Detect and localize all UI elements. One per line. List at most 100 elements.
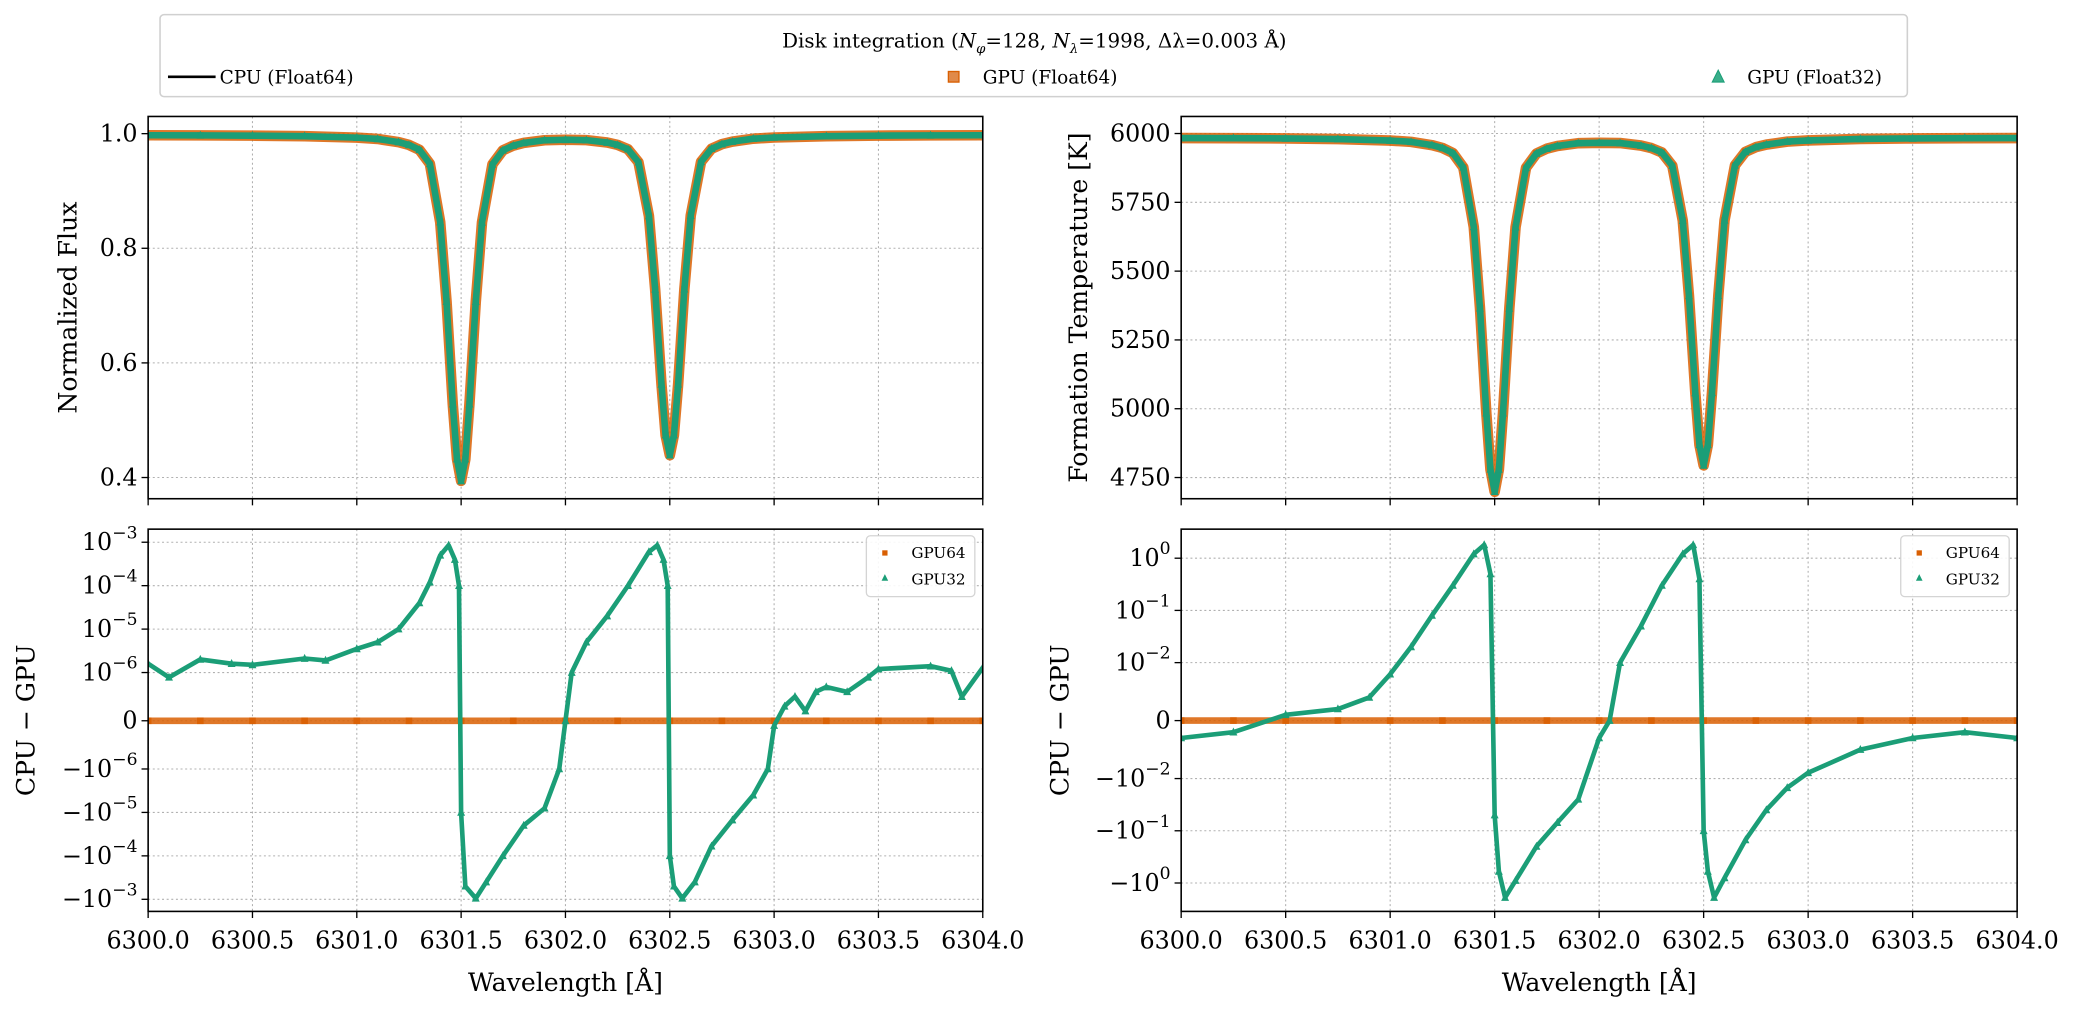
data-point-gpu64 [1386, 717, 1394, 724]
y-tick-label: 6000 [1110, 119, 1171, 147]
data-point-gpu64 [1439, 717, 1446, 724]
panel-legend: GPU64 GPU32 [1900, 535, 2010, 598]
data-point-gpu32 [1486, 569, 1495, 578]
data-point-gpu-float32- [1647, 143, 1656, 152]
x-tick-label: 6300.5 [1244, 926, 1327, 954]
y-tick-label: −10−4 [62, 837, 138, 870]
data-point-gpu32 [663, 581, 672, 589]
y-tick-label: 10−5 [82, 610, 138, 643]
data-point-gpu32 [1605, 715, 1614, 724]
data-point-gpu-float32- [442, 296, 451, 305]
y-axis-label: CPU − GPU [1046, 644, 1075, 796]
data-point-gpu-float32- [488, 159, 497, 168]
data-point-gpu32 [1532, 841, 1541, 850]
data-point-gpu32 [644, 547, 653, 556]
data-point-gpu32 [561, 716, 570, 725]
data-point-gpu-float32- [1229, 133, 1238, 142]
data-point-gpu32 [555, 764, 564, 773]
data-point-gpu32 [248, 660, 257, 669]
y-tick-label: 1.0 [100, 120, 138, 148]
data-point-gpu-float32- [561, 135, 570, 144]
data-point-gpu-float32- [1494, 464, 1503, 473]
data-point-gpu-float32- [196, 130, 205, 139]
data-point-gpu-float32- [2013, 133, 2018, 142]
legend-triangle-icon [881, 574, 889, 581]
data-point-gpu64 [614, 717, 621, 725]
data-point-gpu64 [1334, 717, 1342, 724]
x-tick-label: 6302.5 [628, 926, 711, 954]
data-point-gpu-float32- [1691, 388, 1700, 397]
plot-area [1181, 540, 2018, 901]
x-tick-label: 6302.0 [1558, 926, 1641, 954]
data-point-gpu-float32- [603, 137, 612, 146]
data-point-gpu-float32- [148, 130, 153, 139]
data-point-gpu-float32- [1459, 162, 1468, 171]
data-point-gpu32 [801, 706, 810, 715]
y-tick-label: 10−4 [82, 567, 138, 600]
data-point-gpu32 [1553, 818, 1562, 826]
data-point-gpu-float32- [1553, 141, 1562, 150]
data-point-gpu32 [1741, 835, 1750, 844]
data-point-gpu64 [1961, 717, 1969, 724]
data-point-gpu32 [1695, 574, 1704, 583]
data-point-gpu-float32- [478, 217, 486, 226]
data-point-gpu-float32- [1741, 147, 1750, 156]
data-point-gpu-float32- [686, 210, 695, 219]
data-point-gpu-float32- [1407, 137, 1416, 146]
data-point-gpu32 [1574, 794, 1583, 803]
data-point-gpu32 [300, 653, 309, 662]
data-point-gpu32 [1407, 642, 1416, 651]
data-point-gpu32 [582, 637, 591, 646]
data-point-gpu-float32- [613, 140, 622, 149]
data-point-gpu32 [1281, 710, 1290, 719]
data-point-gpu-float32- [1762, 139, 1771, 148]
data-point-gpu-float32- [519, 138, 528, 147]
legend-label-gpu64: GPU64 [1946, 544, 2000, 562]
data-point-gpu-float32- [1532, 148, 1541, 157]
x-tick-label: 6303.5 [1871, 926, 1954, 954]
axes-frame [1180, 528, 2018, 913]
x-tick-label: 6300.5 [211, 926, 294, 954]
y-tick-label: 5500 [1110, 257, 1171, 285]
y-tick-label: −100 [1109, 864, 1170, 897]
data-point-gpu32 [457, 807, 466, 816]
data-point-gpu32 [763, 764, 772, 773]
data-point-gpu-float32- [1505, 303, 1514, 312]
data-point-gpu-float32- [728, 136, 737, 145]
data-point-gpu-float32- [822, 131, 831, 140]
legend-square-icon [882, 550, 888, 556]
legend-label-gpu32: GPU32 [1946, 571, 2000, 589]
y-tick-label: 10−2 [1115, 644, 1171, 677]
data-point-gpu32 [321, 655, 330, 664]
data-point-gpu-float32- [674, 379, 683, 388]
data-point-gpu64 [1909, 717, 1916, 724]
y-tick-label: −10−1 [1095, 812, 1171, 845]
data-point-gpu64 [1543, 717, 1551, 724]
data-point-gpu-float32- [404, 140, 413, 149]
data-point-gpu-float32- [1427, 140, 1436, 149]
data-point-gpu-float32- [471, 297, 480, 305]
data-point-gpu32 [665, 851, 674, 860]
data-point-gpu32 [450, 554, 459, 563]
data-point-gpu-float32- [448, 399, 457, 408]
data-point-gpu-float32- [1499, 408, 1507, 417]
data-point-gpu32 [1490, 810, 1499, 819]
y-tick-label: 0.4 [100, 463, 138, 491]
data-point-gpu32 [1703, 866, 1712, 875]
data-point-gpu32 [791, 692, 799, 700]
data-point-gpu32 [1386, 669, 1395, 678]
data-point-gpu32 [1501, 892, 1510, 901]
data-point-gpu64 [927, 717, 934, 725]
data-point-gpu-float32- [669, 430, 678, 439]
y-tick-label: 10−1 [1115, 591, 1171, 624]
data-point-gpu-float32- [697, 157, 706, 166]
data-point-gpu32 [1595, 733, 1604, 742]
data-point-gpu-float32- [452, 454, 461, 463]
data-point-gpu-float32- [425, 159, 434, 168]
data-point-gpu32 [1960, 727, 1969, 736]
axes-frame [147, 115, 984, 500]
data-point-gpu32 [957, 692, 966, 700]
x-axis-label: Wavelength [Å] [1502, 966, 1697, 997]
data-point-gpu32 [436, 550, 445, 559]
